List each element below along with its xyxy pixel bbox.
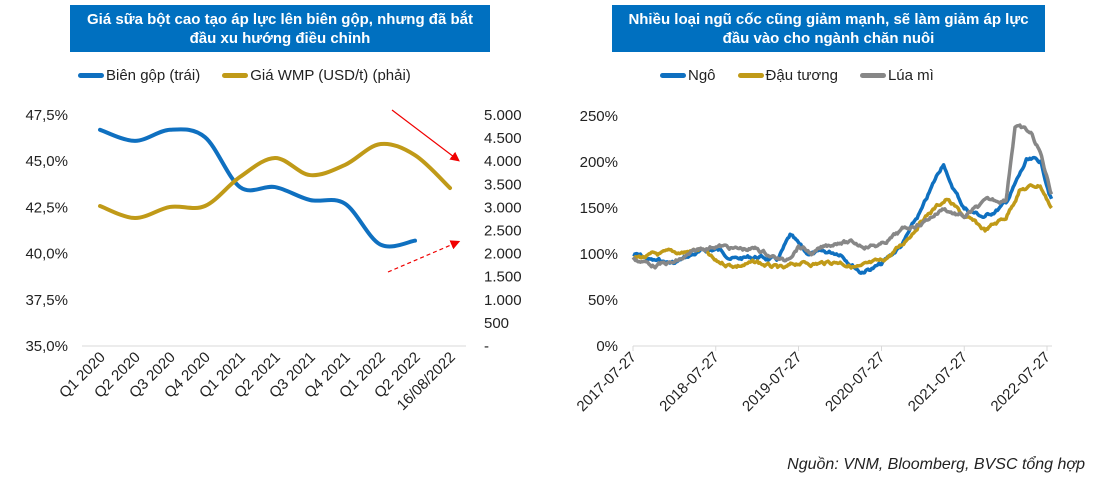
right-y-tick-label: 500 [484,315,509,332]
legend-label: Biên gộp (trái) [106,67,201,84]
right-y-tick-label: 2.500 [484,223,522,240]
legend-label: Đậu tương [765,67,838,84]
legend-swatch [737,73,764,78]
series-line-wmp [98,141,452,221]
series-line-ngo [632,155,1054,275]
right-y-tick-label: 2.000 [484,246,522,263]
legend-swatch [78,73,104,78]
left-y-tick-label: 37,5% [25,292,68,309]
legend-label: Ngô [688,67,716,84]
legend-item-dau-tuong: Đậu tương [737,67,838,84]
left-chart-title: Giá sữa bột cao tạo áp lực lên biên gộp,… [70,5,490,52]
y-tick-label: 0% [596,338,618,355]
left-y-tick-label: 47,5% [25,107,68,124]
series-line-bien-gop [98,127,417,249]
arrow-up-annotation [387,240,461,273]
left-y-tick-label: 42,5% [25,199,68,216]
series-line-lua-mi [631,123,1054,270]
left-y-tick-label: 35,0% [25,338,68,355]
x-tick-label: 2022-07-27 [988,349,1054,415]
right-y-tick-label: 5.000 [484,107,522,124]
legend-item-ngo: Ngô [660,67,716,84]
legend-item-lua-mi: Lúa mì [859,67,934,84]
x-tick-label: 2021-07-27 [905,349,971,415]
y-tick-label: 200% [580,154,618,171]
x-tick-label: 2020-07-27 [822,349,888,415]
x-tick-label: 2019-07-27 [739,349,805,415]
right-y-tick-label: 3.000 [484,199,522,216]
legend-label: Lúa mì [887,67,934,84]
right-chart-title: Nhiều loại ngũ cốc cũng giảm mạnh, sẽ là… [612,5,1045,52]
x-tick-label: 2017-07-27 [574,349,640,415]
right-y-tick-label: 4.000 [484,153,522,170]
left-legend: Biên gộp (trái) Giá WMP (USD/t) (phải) [78,67,411,84]
legend-swatch [859,73,886,78]
y-tick-label: 250% [580,108,618,125]
legend-swatch [222,73,249,78]
legend-item-wmp: Giá WMP (USD/t) (phải) [222,67,411,84]
left-y-tick-label: 45,0% [25,153,68,170]
x-tick-label: 2018-07-27 [656,349,722,415]
legend-item-bien-gop: Biên gộp (trái) [78,67,200,84]
legend-swatch [660,73,686,78]
right-legend: Ngô Đậu tương Lúa mì [660,67,934,84]
right-y-tick-label: 4.500 [484,130,522,147]
y-tick-label: 150% [580,200,618,217]
legend-label: Giá WMP (USD/t) (phải) [250,67,411,84]
left-y-tick-label: 40,0% [25,246,68,263]
right-y-tick-label: 1.500 [484,269,522,286]
right-y-tick-label: - [484,338,489,355]
y-tick-label: 100% [580,246,618,263]
arrow-down-annotation [391,109,460,162]
right-y-tick-label: 3.500 [484,176,522,193]
source-note: Nguồn: VNM, Bloomberg, BVSC tổng hợp [787,456,1085,473]
right-y-tick-label: 1.000 [484,292,522,309]
y-tick-label: 50% [588,292,618,309]
